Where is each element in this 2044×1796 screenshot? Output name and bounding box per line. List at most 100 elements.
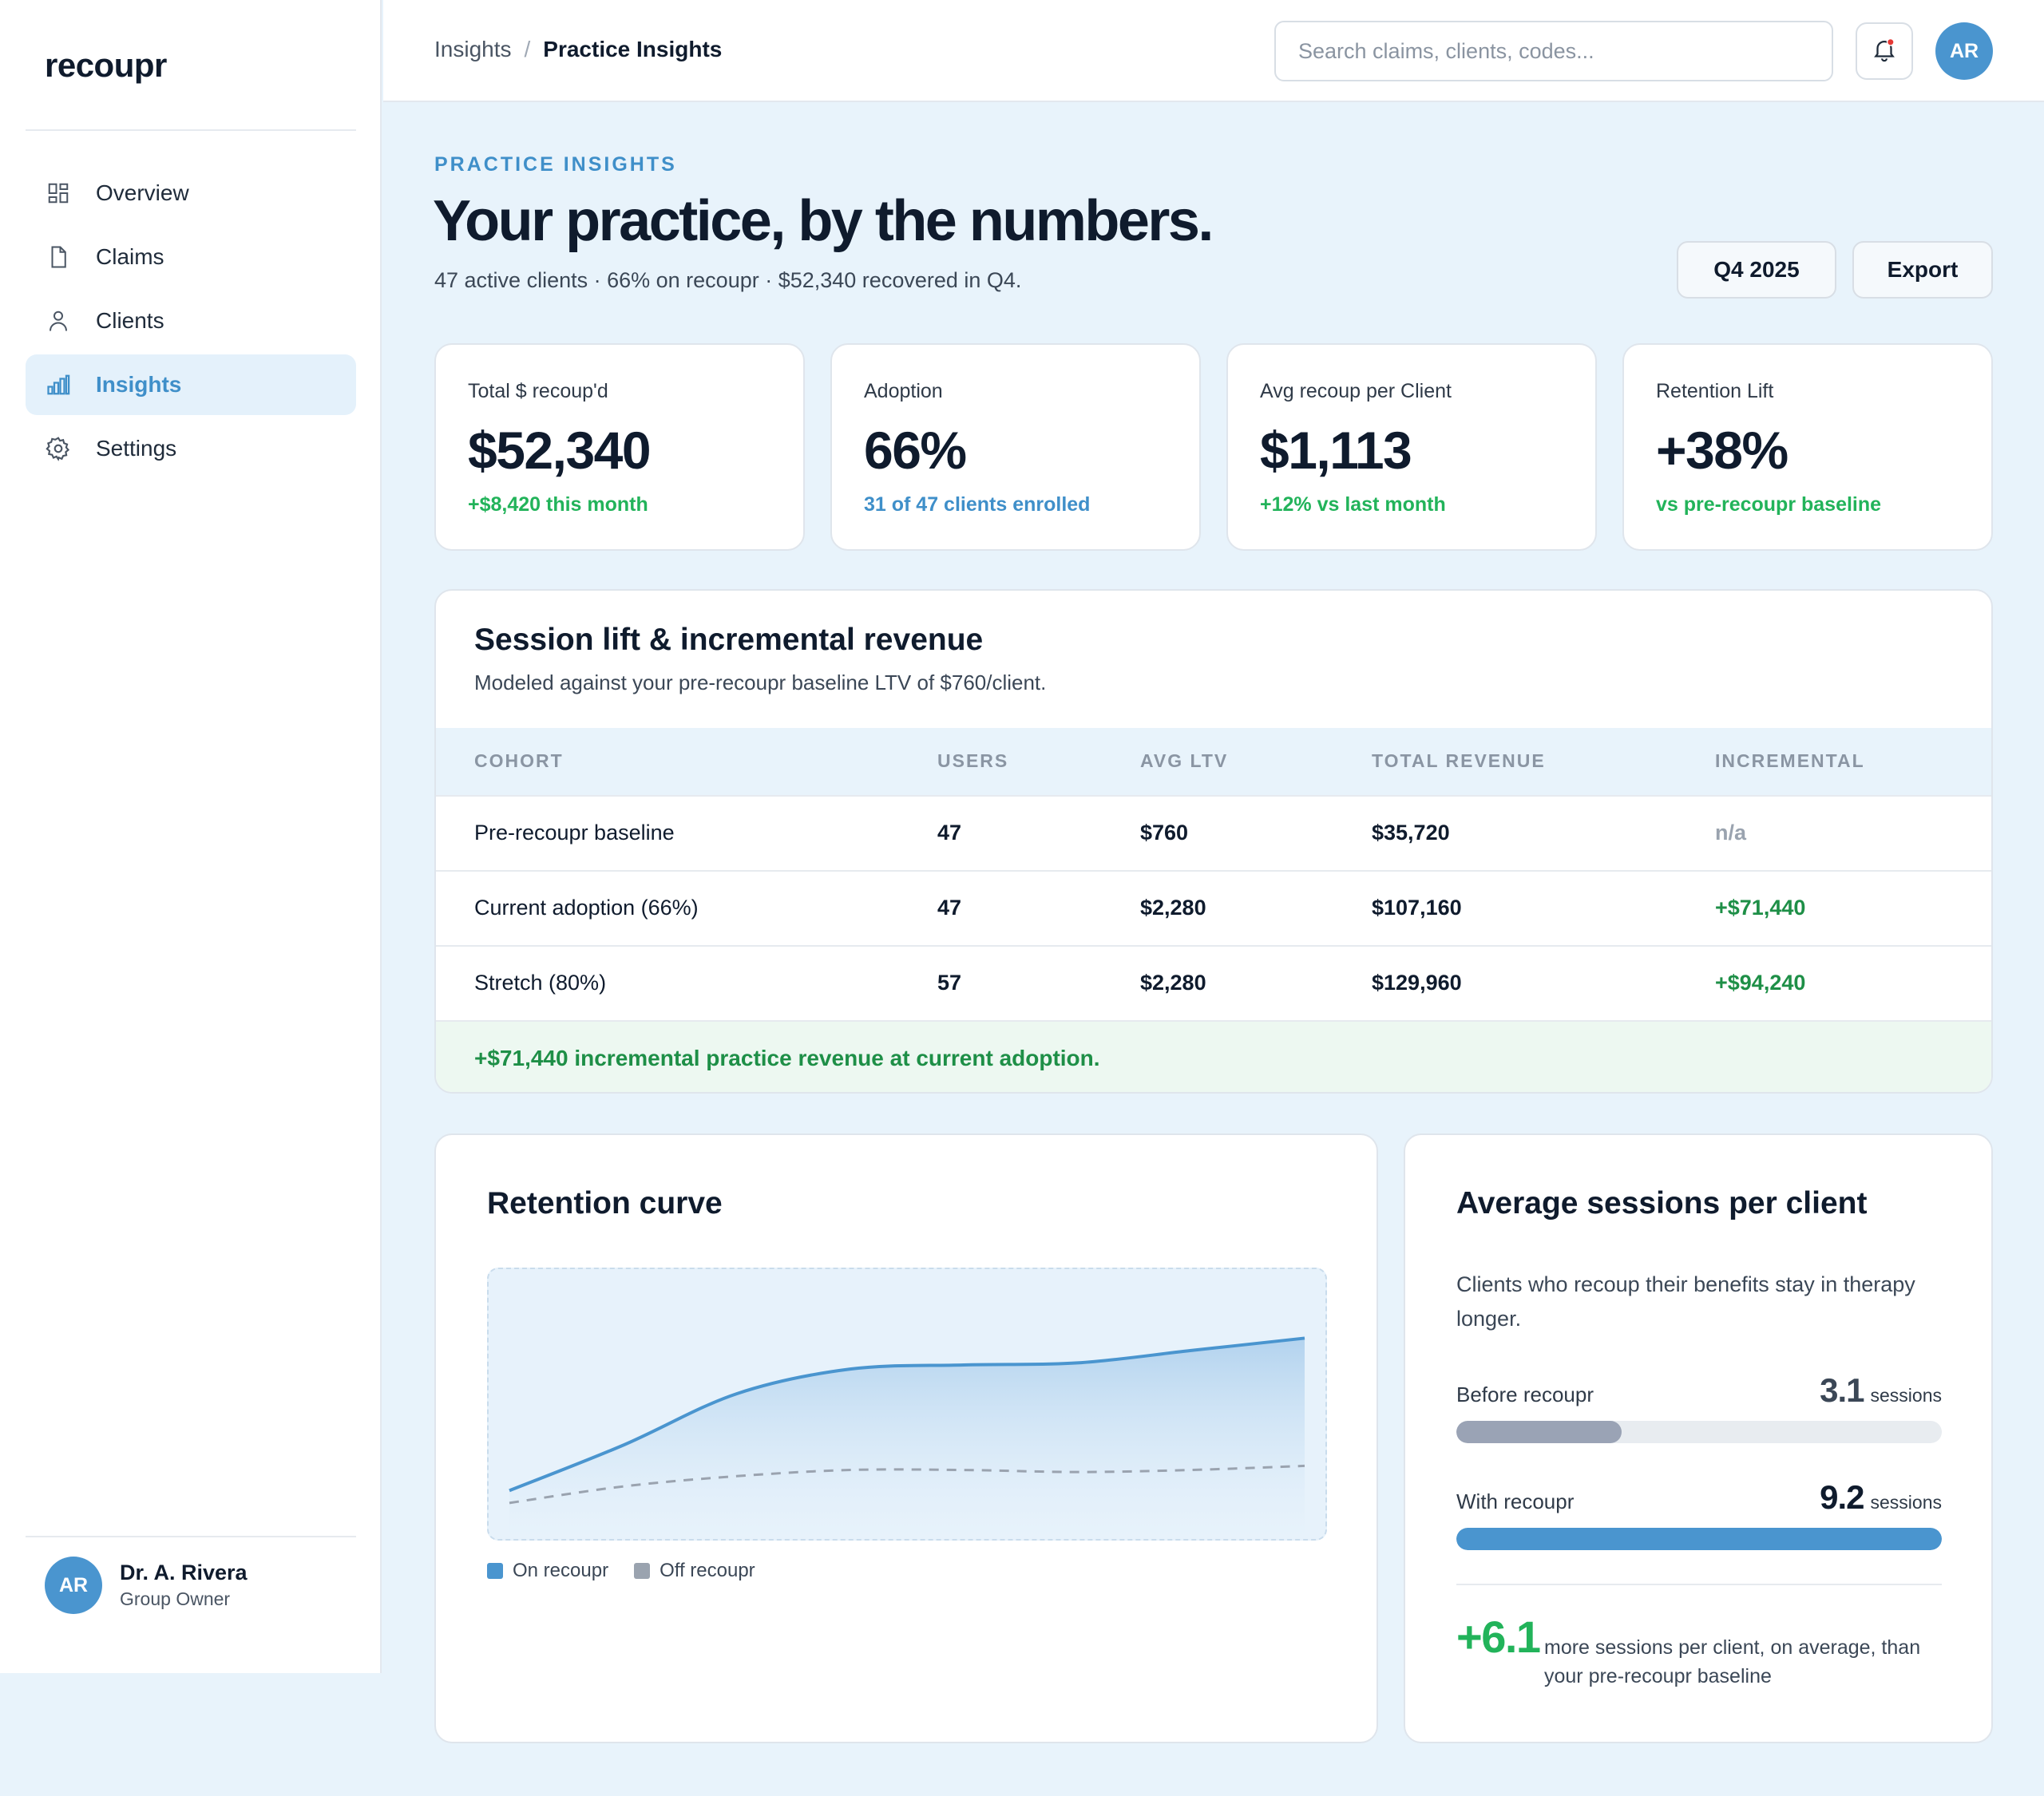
legend-label: Off recoupr [660,1560,755,1581]
bar-unit: sessions [1870,1385,1942,1406]
kpi-value: $1,113 [1260,421,1412,480]
bar-unit: sessions [1870,1492,1942,1513]
grid-icon [45,180,72,207]
table-row: Pre-recoupr baseline 47 $760 $35,720 n/a [436,795,1991,870]
sidebar-item-insights[interactable]: Insights [26,354,356,415]
kpi-label: Retention Lift [1656,380,1774,402]
bar-label: Before recoupr [1456,1383,1594,1406]
session-lift-card: Session lift & incremental revenue Model… [434,589,1993,1094]
column-header-incremental: INCREMENTAL [1715,750,1865,771]
sidebar: recoupr Overview Claims Clients Insights [0,0,382,1673]
column-header-total-revenue: TOTAL REVENUE [1372,750,1546,771]
cell-total-revenue: $129,960 [1372,971,1462,995]
avatar[interactable]: AR [1935,22,1993,80]
table-row: Current adoption (66%) 47 $2,280 $107,16… [436,870,1991,945]
sidebar-item-overview[interactable]: Overview [26,163,356,224]
sidebar-item-claims[interactable]: Claims [26,227,356,287]
cell-cohort: Pre-recoupr baseline [474,821,675,845]
sessions-delta: +6.1 [1456,1612,1541,1662]
column-header-users: USERS [937,750,1009,771]
brand-logo[interactable]: recoupr [45,46,167,84]
current-user[interactable]: AR Dr. A. Rivera Group Owner [45,1557,248,1614]
cell-users: 57 [937,971,962,995]
column-header-avg-ltv: AVG LTV [1140,750,1229,771]
cell-avg-ltv: $2,280 [1140,896,1206,920]
sidebar-nav: Overview Claims Clients Insights Setting… [26,163,356,482]
card-title: Retention curve [487,1186,723,1220]
kpi-note: +$8,420 this month [468,493,648,516]
card-description: Clients who recoup their benefits stay i… [1456,1272,1915,1331]
divider [1456,1584,1942,1585]
sidebar-item-settings[interactable]: Settings [26,418,356,479]
sidebar-item-label: Insights [96,372,182,397]
progress-fill-with [1456,1528,1942,1550]
progress-fill-before [1456,1421,1622,1443]
bar-label: With recoupr [1456,1489,1575,1513]
page-title: Your practice, by the numbers. [433,189,1214,253]
page-subtitle: 47 active clients · 66% on recoupr · $52… [434,268,1022,292]
sidebar-divider [26,129,356,131]
sessions-delta-text: more sessions per client, on average, th… [1544,1636,1921,1687]
legend-item-off-recoupr: Off recoupr [634,1560,755,1582]
bell-icon [1871,36,1898,67]
breadcrumb: Insights / Practice Insights [434,37,722,62]
bar-value: 3.1 [1820,1371,1864,1409]
user-name: Dr. A. Rivera [120,1561,248,1584]
kpi-card-retention: Retention Lift +38% vs pre-recoupr basel… [1622,343,1993,551]
kpi-note: +12% vs last month [1260,493,1446,516]
legend-swatch [487,1563,503,1579]
cell-avg-ltv: $2,280 [1140,971,1206,995]
chart-legend: On recoupr Off recoupr [487,1560,781,1582]
kpi-value: +38% [1656,421,1788,480]
cell-cohort: Stretch (80%) [474,971,607,995]
sidebar-item-clients[interactable]: Clients [26,291,356,351]
column-header-cohort: COHORT [474,750,564,771]
bar-value-group: 3.1 sessions [1820,1371,1942,1410]
bar-chart-icon [45,371,72,398]
document-icon [45,243,72,271]
cell-incremental: n/a [1715,821,1747,845]
sidebar-divider [26,1536,356,1537]
kpi-note: vs pre-recoupr baseline [1656,493,1882,516]
sidebar-item-label: Claims [96,244,164,269]
period-select-button[interactable]: Q4 2025 [1677,241,1836,299]
progress-track [1456,1421,1942,1443]
search-input[interactable] [1274,21,1833,81]
cell-cohort: Current adoption (66%) [474,896,699,920]
export-button[interactable]: Export [1852,241,1993,299]
kpi-note: 31 of 47 clients enrolled [864,493,1091,516]
series-line-on-recoupr [509,1336,1305,1493]
sidebar-item-label: Overview [96,180,189,205]
sidebar-item-label: Clients [96,308,164,333]
cell-avg-ltv: $760 [1140,821,1189,845]
cell-incremental: +$71,440 [1715,896,1806,920]
cell-total-revenue: $35,720 [1372,821,1450,845]
series-area-on-recoupr [509,1338,1305,1539]
legend-swatch [634,1563,651,1579]
cell-users: 47 [937,821,962,845]
retention-curve-card: Retention curve On recoupr Off recoupr [434,1133,1378,1743]
legend-item-on-recoupr: On recoupr [487,1560,608,1582]
user-role: Group Owner [120,1588,231,1609]
kpi-card-avg-recoup: Avg recoup per Client $1,113 +12% vs las… [1226,343,1597,551]
table-row: Stretch (80%) 57 $2,280 $129,960 +$94,24… [436,945,1991,1020]
notifications-button[interactable] [1856,22,1913,80]
breadcrumb-insights[interactable]: Insights [434,37,512,61]
breadcrumb-current: Practice Insights [543,37,723,61]
cell-total-revenue: $107,160 [1372,896,1462,920]
kpi-label: Total $ recoup'd [468,380,608,402]
kpi-card-total: Total $ recoup'd $52,340 +$8,420 this mo… [434,343,805,551]
bar-value: 9.2 [1820,1478,1864,1516]
kpi-label: Adoption [864,380,943,402]
kpi-value: 66% [864,421,967,480]
kpi-card-adoption: Adoption 66% 31 of 47 clients enrolled [830,343,1201,551]
series-line-off-recoupr [509,1464,1305,1505]
card-description: Modeled against your pre-recoupr baselin… [474,671,1047,694]
avatar: AR [45,1557,102,1614]
gear-icon [45,435,72,462]
kpi-value: $52,340 [468,421,652,480]
progress-track [1456,1528,1942,1550]
sidebar-item-label: Settings [96,436,177,461]
legend-label: On recoupr [513,1560,609,1581]
table-header: COHORT USERS AVG LTV TOTAL REVENUE INCRE… [436,728,1991,795]
